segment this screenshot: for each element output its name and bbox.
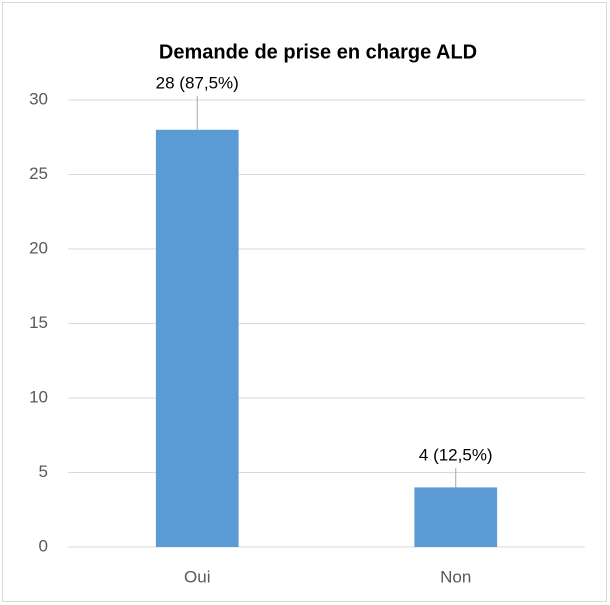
y-tick-label: 30 (29, 89, 48, 108)
y-tick-label: 5 (39, 462, 48, 481)
y-tick-label: 25 (29, 164, 48, 183)
y-tick-label: 20 (29, 238, 48, 257)
bar (414, 487, 498, 547)
chart-title: Demande de prise en charge ALD (159, 41, 477, 63)
y-tick-label: 10 (29, 387, 48, 406)
y-tick-label: 15 (29, 313, 48, 332)
value-label: 28 (87,5%) (156, 73, 239, 92)
x-tick-label: Oui (184, 567, 210, 586)
y-tick-label: 0 (39, 536, 48, 555)
bar (155, 129, 239, 548)
value-label: 4 (12,5%) (419, 445, 493, 464)
x-tick-label: Non (440, 567, 471, 586)
